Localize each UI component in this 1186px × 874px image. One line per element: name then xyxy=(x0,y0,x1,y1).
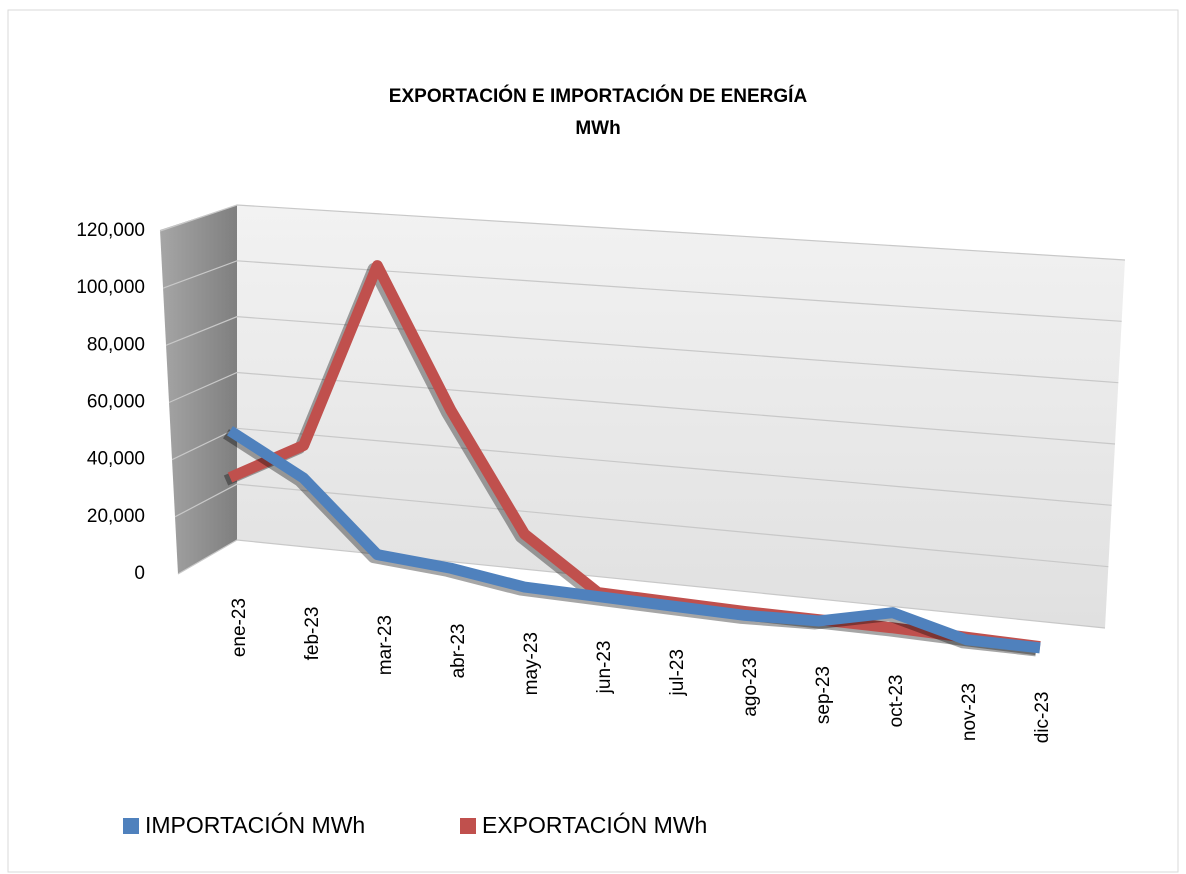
y-tick-label: 60,000 xyxy=(87,392,145,413)
y-tick-label: 40,000 xyxy=(87,449,145,470)
legend-swatch xyxy=(460,818,476,834)
grid-line xyxy=(174,483,1109,568)
y-tick-label: 100,000 xyxy=(76,277,145,298)
x-tick-label: feb-23 xyxy=(302,607,323,661)
y-tick-label: 20,000 xyxy=(87,506,145,527)
back-wall xyxy=(237,205,1125,628)
legend-swatch xyxy=(123,818,139,834)
x-tick-label: jun-23 xyxy=(594,641,615,695)
legend-label: IMPORTACIÓN MWh xyxy=(145,812,365,838)
grid-line xyxy=(177,539,1106,629)
x-tick-label: abr-23 xyxy=(448,624,469,679)
x-tick-label: sep-23 xyxy=(813,666,834,724)
y-tick-label: 80,000 xyxy=(87,334,145,355)
x-tick-label: jul-23 xyxy=(667,649,688,696)
x-tick-label: nov-23 xyxy=(959,683,980,741)
x-tick-label: ago-23 xyxy=(740,658,761,717)
x-tick-label: ene-23 xyxy=(229,598,250,657)
grid-line xyxy=(168,371,1116,445)
y-tick-label: 120,000 xyxy=(76,220,145,241)
chart-subtitle: MWh xyxy=(575,118,620,139)
x-tick-label: mar-23 xyxy=(375,615,396,675)
y-tick-label: 0 xyxy=(134,563,145,584)
grid-line xyxy=(159,204,1126,261)
grid-line xyxy=(171,427,1112,506)
legend-label: EXPORTACIÓN MWh xyxy=(482,812,707,838)
x-tick-label: may-23 xyxy=(521,632,542,695)
grid-line xyxy=(162,260,1122,322)
x-tick-label: dic-23 xyxy=(1032,692,1053,744)
chart-title: EXPORTACIÓN E IMPORTACIÓN DE ENERGÍA xyxy=(389,85,808,107)
x-tick-label: oct-23 xyxy=(886,675,907,728)
grid-line xyxy=(165,316,1119,384)
line-series xyxy=(227,426,1041,654)
